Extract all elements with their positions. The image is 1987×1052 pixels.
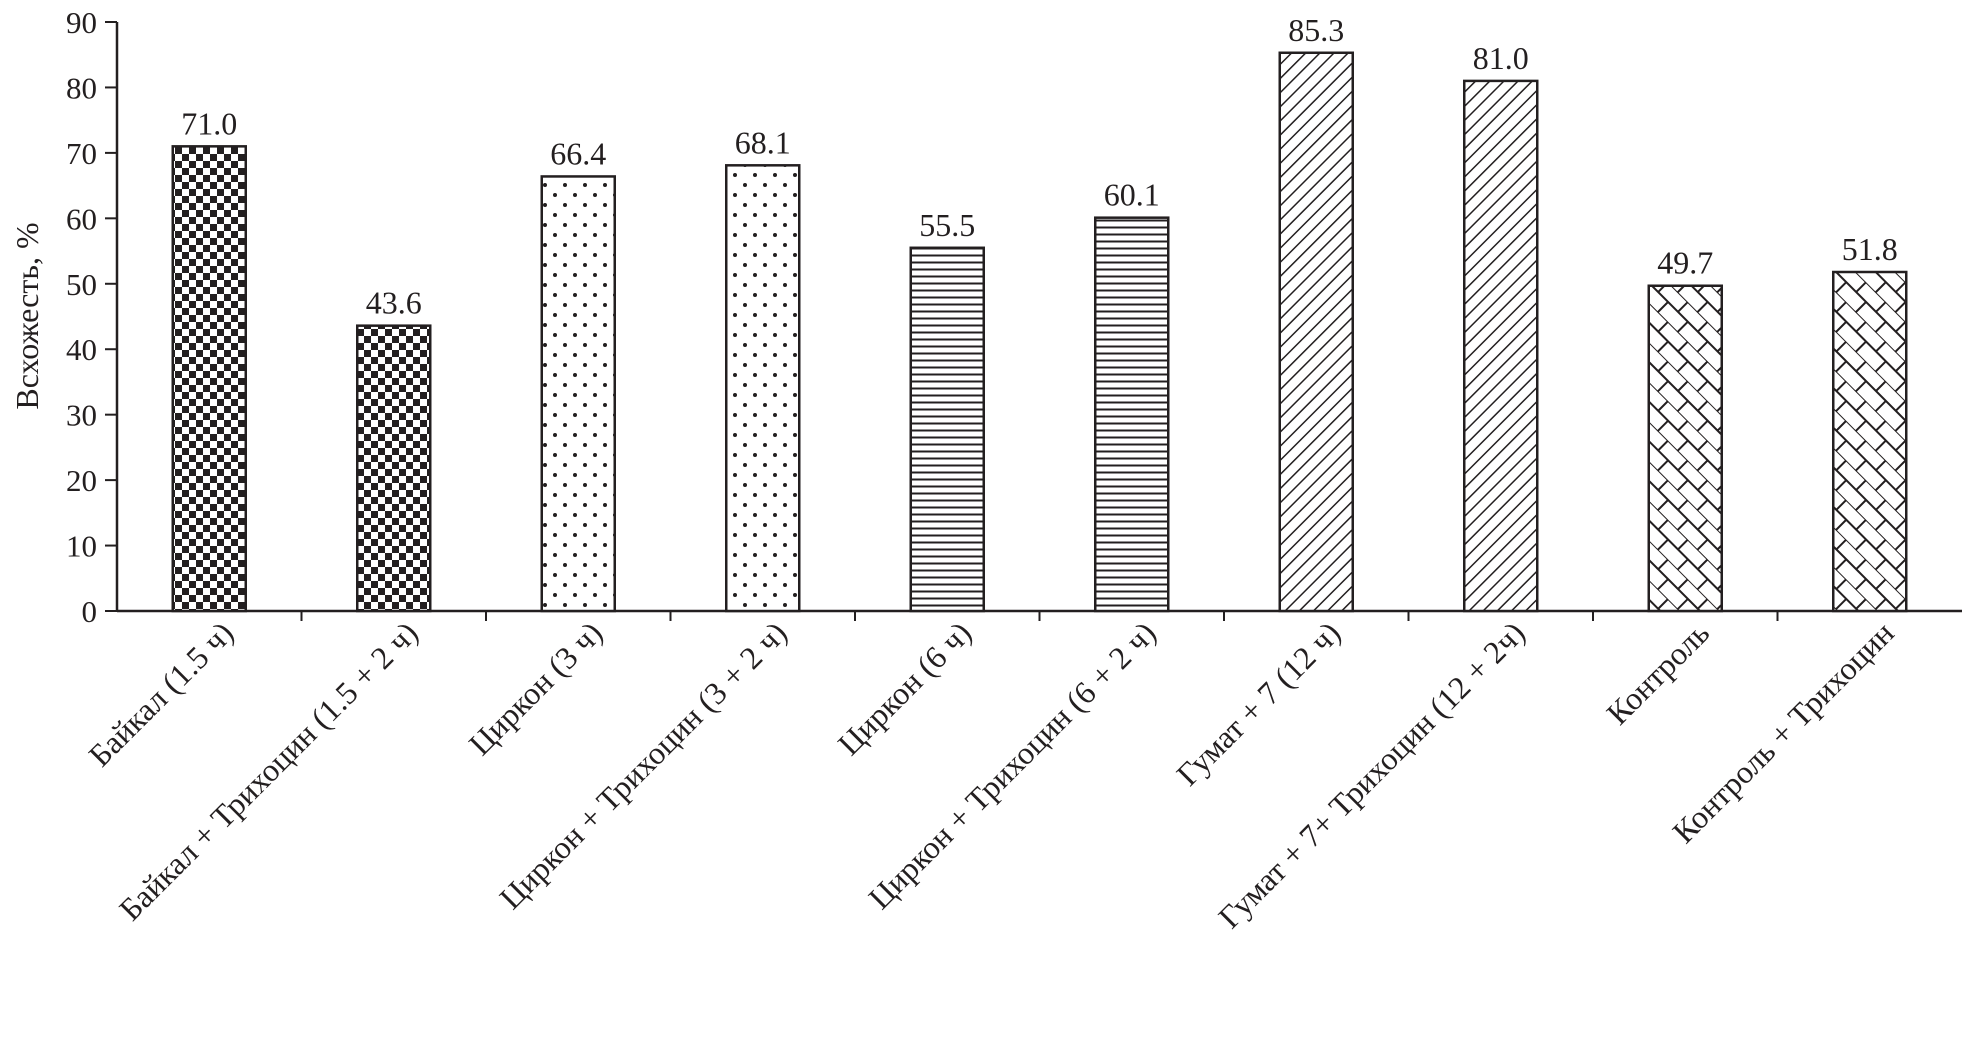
x-tick-label: Циркон (6 ч) xyxy=(831,614,979,762)
data-label: 85.3 xyxy=(1288,12,1344,48)
x-tick-label: Циркон (3 ч) xyxy=(462,614,610,762)
data-label: 81.0 xyxy=(1473,40,1529,76)
bar xyxy=(909,246,985,613)
y-tick-label: 70 xyxy=(66,136,97,171)
x-tick-label: Байкал + Трихоцин (1.5 + 2 ч) xyxy=(112,614,425,927)
y-axis-title: Всхожесть, % xyxy=(9,222,45,409)
value-labels-group: 71.0 43.6 66.4 68.1 55.5 60.1 85.3 81.0 49.7 51.8 xyxy=(181,12,1898,321)
y-tick-label: 50 xyxy=(66,267,97,302)
y-axis-ticks: 0 10 20 30 40 50 60 70 80 90 xyxy=(66,5,117,629)
bars-group xyxy=(171,51,1908,613)
bar xyxy=(1647,284,1723,613)
data-label: 43.6 xyxy=(366,285,422,321)
y-tick-label: 0 xyxy=(82,594,98,629)
bar xyxy=(1278,51,1354,613)
y-tick-label: 10 xyxy=(66,529,97,564)
data-label: 68.1 xyxy=(735,124,791,160)
data-label: 60.1 xyxy=(1104,177,1160,213)
bar xyxy=(725,164,801,613)
y-tick-label: 80 xyxy=(66,70,97,105)
x-tick-label: Контроль xyxy=(1599,614,1716,731)
x-axis-ticks xyxy=(300,611,1779,621)
data-label: 51.8 xyxy=(1842,231,1898,267)
bar xyxy=(356,324,432,613)
y-tick-label: 40 xyxy=(66,332,97,367)
bar xyxy=(1463,79,1539,613)
bar xyxy=(1094,216,1170,613)
x-tick-label: Гумат + 7+ Трихоцин (12 + 2ч) xyxy=(1211,614,1532,935)
x-tick-label: Байкал (1.5 ч) xyxy=(81,614,240,773)
bar xyxy=(1832,270,1908,613)
x-tick-label: Гумат + 7 (12 ч) xyxy=(1169,614,1347,792)
data-label: 71.0 xyxy=(181,105,237,141)
data-label: 66.4 xyxy=(550,135,606,171)
y-tick-label: 90 xyxy=(66,5,97,40)
y-tick-label: 20 xyxy=(66,463,97,498)
y-tick-label: 30 xyxy=(66,398,97,433)
bar xyxy=(540,175,616,613)
y-tick-label: 60 xyxy=(66,201,97,236)
bar xyxy=(171,145,247,613)
data-label: 55.5 xyxy=(919,207,975,243)
category-labels-group: Байкал (1.5 ч)Байкал + Трихоцин (1.5 + 2… xyxy=(81,614,1900,935)
data-label: 49.7 xyxy=(1657,245,1713,281)
